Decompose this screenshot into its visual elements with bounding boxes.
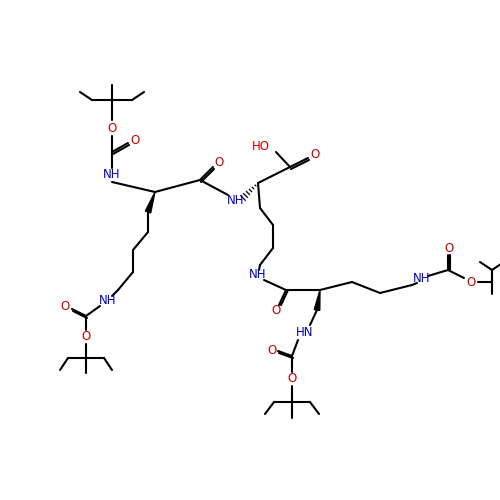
Text: O: O	[466, 276, 475, 288]
Text: O: O	[130, 134, 140, 146]
Text: O: O	[214, 156, 224, 168]
Text: NH: NH	[249, 268, 267, 281]
Text: NH: NH	[104, 168, 121, 181]
Text: O: O	[82, 330, 90, 344]
Text: NH: NH	[227, 194, 245, 206]
Text: NH: NH	[413, 272, 431, 285]
Text: O: O	[288, 372, 296, 386]
Text: HO: HO	[252, 140, 270, 152]
Text: O: O	[444, 242, 454, 256]
Text: HN: HN	[296, 326, 314, 338]
Text: O: O	[108, 122, 116, 134]
Text: O: O	[268, 344, 276, 356]
Polygon shape	[146, 192, 155, 213]
Polygon shape	[314, 290, 320, 310]
Text: NH: NH	[99, 294, 117, 306]
Text: O: O	[310, 148, 320, 162]
Text: O: O	[272, 304, 280, 318]
Text: O: O	[60, 300, 70, 314]
